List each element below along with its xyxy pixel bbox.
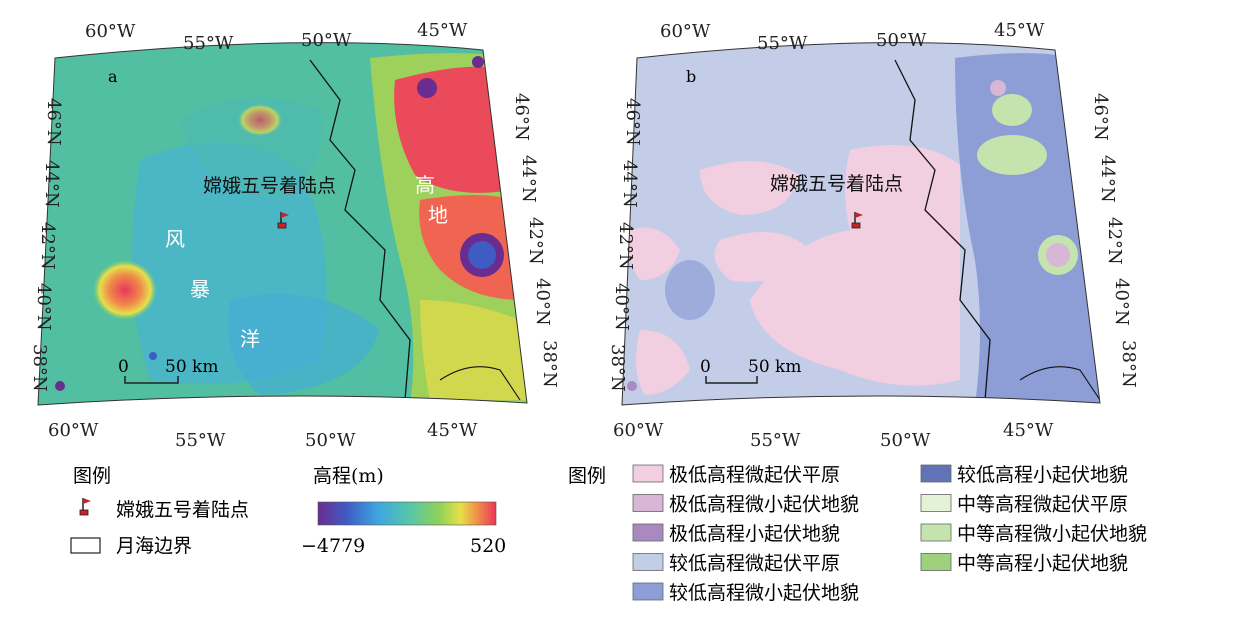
scale-label-b: 50 km [748, 357, 801, 377]
legend-b-swatch-9 [920, 553, 952, 571]
lat-right-a-4: 40°N [532, 278, 553, 326]
colorbar-min: −4779 [301, 535, 365, 557]
panel-label-b: b [686, 67, 696, 86]
landing-site-marker-a [277, 212, 289, 229]
legend-b-label-9: 中等高程小起伏地貌 [957, 553, 1128, 575]
lat-right-b-1: 46°N [1090, 93, 1111, 141]
lat-right-b-2: 44°N [1097, 155, 1118, 203]
lon-top-b-3: 50°W [876, 30, 927, 51]
legend-b-label-5: 较低高程微小起伏地貌 [669, 582, 859, 604]
lat-right-b-3: 42°N [1104, 217, 1125, 265]
lat-left-a-4: 40°N [33, 283, 54, 331]
lat-left-a-5: 38°N [29, 344, 50, 392]
landing-site-label-a: 嫦娥五号着陆点 [203, 175, 336, 197]
lat-left-b-5: 38°N [607, 344, 628, 392]
legend-a-item-landing: 嫦娥五号着陆点 [116, 499, 249, 521]
scale-label-a: 50 km [165, 357, 218, 377]
lat-left-b-2: 44°N [619, 160, 640, 208]
lon-top-a-4: 45°W [417, 20, 468, 41]
geomorphology-map-b: b 嫦娥五号着陆点 0 50 km 60°W 55°W 50°W 45°W 60… [607, 20, 1139, 451]
lat-left-b-4: 40°N [611, 283, 632, 331]
lon-bottom-b-3: 50°W [880, 430, 931, 451]
elevation-map-a: a 嫦娥五号着陆点 风 暴 洋 高 地 0 50 km 60°W 55°W 50… [29, 20, 560, 451]
lon-bottom-b-2: 55°W [750, 430, 801, 451]
lon-top-a-1: 60°W [85, 21, 136, 42]
lon-top-b-2: 55°W [757, 33, 808, 54]
lat-left-b-1: 46°N [622, 98, 643, 146]
landing-site-label-b: 嫦娥五号着陆点 [770, 173, 903, 195]
legend-a: 图例 嫦娥五号着陆点 月海边界 高程(m) −4779 520 [70, 465, 506, 557]
lon-bottom-a-4: 45°W [427, 420, 478, 441]
scale-bar-b: 0 50 km [700, 357, 801, 384]
legend-b-swatch-3 [632, 523, 664, 542]
scale-zero-b: 0 [700, 357, 711, 377]
legend-b-label-2: 极低高程微小起伏地貌 [669, 494, 859, 516]
region-char-a-2: 暴 [190, 277, 210, 301]
lon-bottom-b-4: 45°W [1003, 420, 1054, 441]
colorbar-max: 520 [470, 535, 506, 557]
legend-b-swatch-6 [920, 464, 952, 483]
lat-right-a-3: 42°N [525, 217, 546, 265]
highland-char-a-1: 高 [415, 173, 435, 197]
legend-b-label-6: 较低高程小起伏地貌 [957, 464, 1128, 486]
legend-b-swatch-7 [920, 494, 952, 512]
scale-zero-a: 0 [118, 357, 129, 377]
lon-top-b-1: 60°W [660, 21, 711, 42]
legend-b-label-4: 较低高程微起伏平原 [669, 553, 840, 575]
landing-site-legend-icon [79, 498, 91, 516]
legend-b-swatch-5 [632, 582, 664, 601]
panel-label-a: a [108, 67, 118, 86]
legend-b-swatch-4 [632, 553, 664, 571]
legend-b-label-3: 极低高程小起伏地貌 [669, 523, 840, 545]
lon-bottom-a-3: 50°W [305, 430, 356, 451]
lon-top-a-3: 50°W [301, 30, 352, 51]
lat-right-b-5: 38°N [1118, 340, 1139, 388]
legend-b-label-1: 极低高程微起伏平原 [669, 464, 840, 486]
lat-right-a-2: 44°N [518, 155, 539, 203]
legend-b-title: 图例 [568, 465, 606, 487]
region-char-a-1: 风 [165, 227, 185, 251]
lat-left-a-2: 44°N [41, 160, 62, 208]
legend-b-label-8: 中等高程微小起伏地貌 [957, 523, 1147, 545]
legend-b: 图例 极低高程微起伏平原极低高程微小起伏地貌极低高程小起伏地貌较低高程微起伏平原… [568, 464, 1147, 604]
lat-left-a-3: 42°N [37, 222, 58, 270]
elevation-colorbar [317, 501, 497, 526]
legend-b-swatch-2 [632, 494, 664, 512]
lat-left-b-3: 42°N [615, 222, 636, 270]
lat-right-a-5: 38°N [539, 340, 560, 388]
lon-bottom-a-1: 60°W [48, 420, 99, 441]
colorbar-title: 高程(m) [313, 465, 384, 487]
lat-right-a-1: 46°N [511, 93, 532, 141]
legend-a-item-boundary: 月海边界 [116, 535, 192, 557]
lon-top-b-4: 45°W [994, 20, 1045, 41]
lon-bottom-b-1: 60°W [613, 420, 664, 441]
lon-top-a-2: 55°W [183, 33, 234, 54]
legend-a-title: 图例 [73, 465, 111, 487]
highland-char-a-2: 地 [428, 203, 448, 227]
mare-boundary-legend-swatch [70, 537, 101, 554]
lon-bottom-a-2: 55°W [175, 430, 226, 451]
legend-b-swatch-8 [920, 523, 952, 542]
lat-left-a-1: 46°N [43, 98, 64, 146]
legend-b-label-7: 中等高程微起伏平原 [957, 494, 1128, 516]
landing-site-marker-b [851, 212, 863, 229]
region-char-a-3: 洋 [240, 327, 260, 351]
legend-b-swatch-1 [632, 464, 664, 483]
lat-right-b-4: 40°N [1111, 278, 1132, 326]
scale-bar-a: 0 50 km [118, 357, 218, 384]
